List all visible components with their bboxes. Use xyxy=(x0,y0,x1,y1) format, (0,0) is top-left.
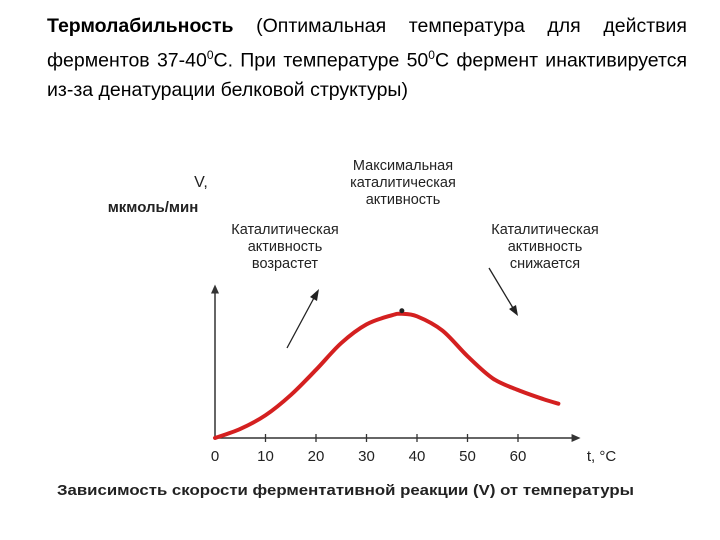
fall-annotation-line: активность xyxy=(508,239,583,255)
fall-annotation-line: снижается xyxy=(510,256,580,272)
peak-annotation-line: активность xyxy=(366,192,441,208)
x-tick-label: 60 xyxy=(510,448,527,465)
x-tick-label: 10 xyxy=(257,448,274,465)
degree-superscript-2: 0 xyxy=(428,48,435,62)
x-ticks: 0 10 20 30 40 50 60 xyxy=(211,434,527,465)
fall-arrowhead xyxy=(509,305,518,316)
peak-annotation-line: каталитическая xyxy=(350,175,456,191)
fall-annotation-line: Каталитическая xyxy=(491,222,598,238)
y-axis-arrowhead xyxy=(211,284,219,294)
paragraph-text-1: (Оптимальная температура для действия фе… xyxy=(47,15,687,72)
peak-annotation-line: Максимальная xyxy=(353,158,453,174)
x-axis-label: t, °C xyxy=(587,448,617,465)
rise-arrowhead xyxy=(310,289,319,301)
trend-arrows xyxy=(286,267,518,349)
paragraph-text-2: С. При температуре 50 xyxy=(213,49,429,72)
x-tick-label: 40 xyxy=(409,448,426,465)
intro-paragraph: Термолабильность (Оптимальная температур… xyxy=(47,12,687,105)
term-heading: Термолабильность xyxy=(47,15,234,37)
activity-curve xyxy=(213,311,561,440)
fall-arrow-shaft xyxy=(488,267,514,309)
y-axis-label-v: V, xyxy=(194,174,208,191)
x-axis-arrowhead xyxy=(571,434,581,442)
rise-annotation-line: активность xyxy=(248,239,323,255)
y-axis-label-unit: мкмоль/мин xyxy=(108,199,199,216)
degree-superscript-1: 0 xyxy=(206,48,214,62)
peak-point xyxy=(399,308,405,314)
axes xyxy=(211,284,581,442)
rise-annotation-line: возрастет xyxy=(252,256,319,272)
chart-caption: Зависимость скорости ферментативной реак… xyxy=(57,482,634,499)
rise-arrow-shaft xyxy=(286,295,316,349)
chart-labels: V, мкмоль/мин t, °C Максимальнаякаталитичес… xyxy=(57,158,634,499)
x-tick-label: 20 xyxy=(308,448,325,465)
x-tick-label: 0 xyxy=(211,448,219,465)
rise-annotation-line: Каталитическая xyxy=(231,222,338,238)
x-tick-label: 30 xyxy=(358,448,375,465)
temperature-activity-chart: 0 10 20 30 40 50 60 V, мкмоль/мин t, °C Максималь… xyxy=(57,158,634,499)
paragraph-text-3: С фермент инактивируется из-за денатурац… xyxy=(47,49,688,101)
chart-figure: 0 10 20 30 40 50 60 V, мкмоль/мин t, °C Максималь… xyxy=(57,150,647,506)
x-tick-label: 50 xyxy=(459,448,476,465)
